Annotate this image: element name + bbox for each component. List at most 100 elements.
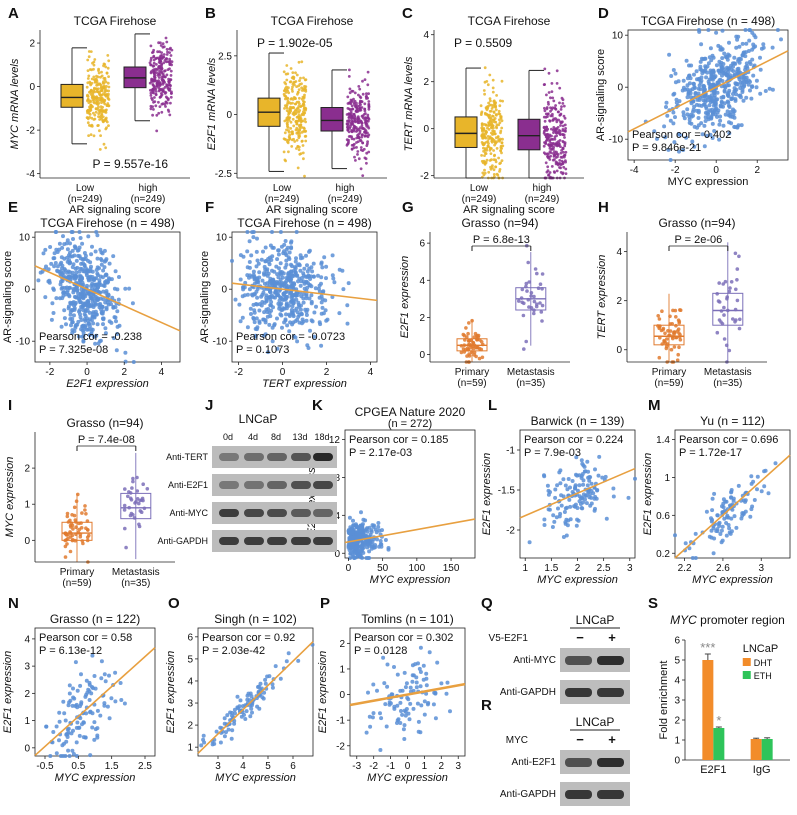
data-point: [70, 248, 75, 253]
data-point: [167, 97, 170, 101]
data-point: [500, 141, 504, 145]
x-tick-label: 0: [280, 367, 286, 378]
p-value: P = 0.5509: [454, 36, 512, 50]
data-point: [720, 73, 724, 78]
data-point: [696, 116, 701, 120]
data-point: [758, 55, 762, 60]
data-point: [350, 117, 353, 120]
data-point: [323, 298, 328, 303]
data-point: [164, 36, 168, 40]
data-point: [704, 509, 709, 514]
y-tick-label: 1.4: [656, 435, 670, 446]
data-point: [357, 93, 360, 97]
data-point: [709, 93, 714, 98]
data-point: [151, 105, 155, 108]
data-point: [160, 71, 164, 75]
data-point: [87, 74, 91, 78]
data-point: [581, 463, 586, 468]
data-point: [298, 268, 303, 273]
data-point: [487, 170, 491, 174]
data-point: [668, 118, 673, 123]
panel-n: Grasso (n = 122)Pearson cor = 0.58P = 6.…: [2, 612, 156, 784]
data-point: [158, 69, 161, 73]
data-point: [492, 158, 496, 162]
data-point: [545, 170, 549, 174]
y-tick-label: 0: [24, 743, 30, 754]
data-point: [96, 124, 100, 127]
pearson-cor: Pearson cor = 0.58: [39, 632, 132, 644]
data-point: [539, 310, 544, 314]
bar-dht: [702, 660, 714, 760]
data-point: [309, 293, 314, 298]
data-point: [300, 60, 304, 64]
data-point: [295, 138, 299, 142]
data-point: [92, 334, 97, 339]
minus-sign: −: [576, 732, 584, 747]
data-point: [158, 64, 161, 68]
data-point: [160, 110, 164, 114]
data-point: [60, 245, 65, 250]
data-point: [478, 338, 482, 342]
data-point: [445, 680, 450, 685]
regression-line: [674, 454, 791, 559]
data-point: [272, 269, 277, 274]
x-tick-label: 1: [522, 563, 528, 574]
data-point: [63, 538, 67, 543]
data-point: [74, 258, 79, 263]
data-point: [702, 123, 707, 128]
data-point: [99, 659, 104, 664]
data-point: [558, 468, 563, 473]
data-point: [85, 85, 89, 89]
data-point: [494, 104, 497, 107]
data-point: [464, 326, 468, 330]
data-point: [161, 42, 165, 46]
data-point: [88, 317, 93, 322]
data-point: [272, 322, 277, 327]
data-point: [107, 319, 112, 324]
data-point: [271, 245, 276, 250]
data-point: [542, 151, 546, 155]
data-point: [70, 316, 75, 321]
data-point: [116, 297, 121, 302]
data-point: [691, 82, 696, 86]
data-point: [107, 89, 110, 93]
data-point: [722, 88, 727, 93]
data-point: [359, 96, 363, 99]
data-point: [360, 526, 365, 530]
data-point: [500, 126, 504, 130]
data-point: [494, 160, 498, 164]
x-tick-label: 3: [627, 563, 633, 574]
data-point: [345, 138, 349, 142]
y-tick-label: 2: [339, 639, 345, 650]
data-point: [747, 38, 752, 43]
data-point: [354, 109, 358, 113]
data-point: [716, 299, 721, 303]
data-point: [70, 320, 75, 325]
data-point: [284, 91, 288, 94]
data-point: [480, 111, 483, 115]
data-point: [349, 125, 352, 129]
data-point: [526, 260, 530, 265]
data-point: [354, 159, 357, 162]
data-point: [562, 104, 566, 108]
data-point: [685, 95, 690, 100]
data-point: [368, 724, 373, 729]
data-point: [559, 155, 563, 159]
data-point: [94, 96, 98, 100]
data-point: [74, 725, 79, 730]
data-point: [65, 511, 70, 516]
data-point: [79, 700, 84, 705]
data-point: [470, 318, 474, 323]
blot-band: [313, 509, 333, 517]
data-point: [102, 259, 107, 264]
data-point: [314, 304, 318, 309]
data-point: [70, 270, 75, 275]
data-point: [347, 101, 351, 105]
data-point: [286, 651, 291, 656]
data-point: [517, 299, 521, 303]
data-point: [398, 700, 403, 705]
data-point: [154, 93, 158, 97]
y-tick-label: -2: [26, 126, 35, 137]
data-point: [770, 87, 775, 92]
